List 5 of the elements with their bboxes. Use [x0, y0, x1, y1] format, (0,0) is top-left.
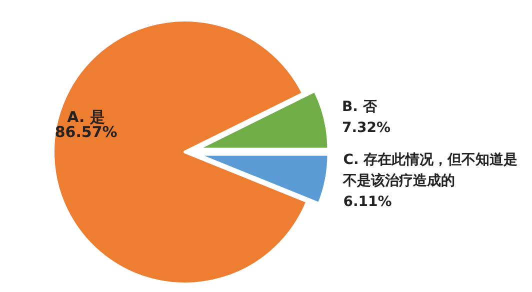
slice-label: C. 存在此情况，但不知道是不是该治疗造成的 [342, 152, 518, 189]
data-label: 6.11% [343, 194, 392, 210]
slice-label: A. 是 [67, 108, 105, 126]
data-label: 7.32% [342, 120, 391, 136]
slice-label: B. 否 [342, 98, 378, 115]
